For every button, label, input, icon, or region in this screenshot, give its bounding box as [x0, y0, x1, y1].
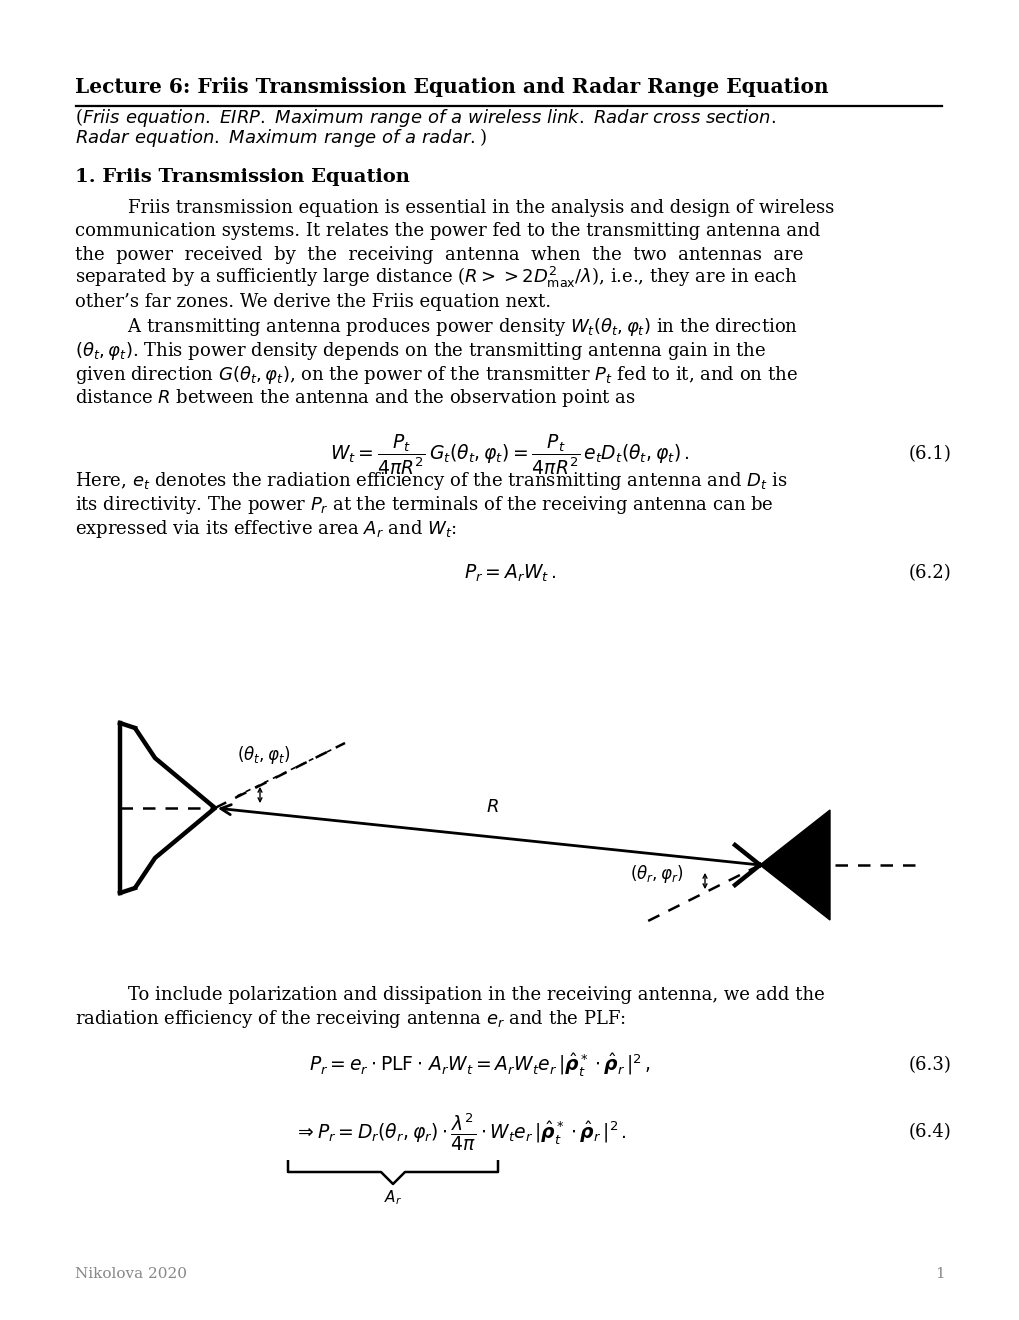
Text: expressed via its effective area $A_r$ and $W_t$:: expressed via its effective area $A_r$ a… — [75, 517, 457, 540]
Text: (6.4): (6.4) — [908, 1123, 951, 1140]
Polygon shape — [759, 810, 829, 920]
Text: ($\it{Friis\ equation.\ EIRP.\ Maximum\ range\ of\ a\ wireless\ link.\ Radar\ cr: ($\it{Friis\ equation.\ EIRP.\ Maximum\ … — [75, 106, 775, 129]
Text: separated by a sufficiently large distance ($R >> 2D^2_{\rm max} / \lambda$), i.: separated by a sufficiently large distan… — [75, 265, 797, 290]
Text: 1. Friis Transmission Equation: 1. Friis Transmission Equation — [75, 168, 410, 186]
Text: $(\theta_t,\varphi_t)$. This power density depends on the transmitting antenna g: $(\theta_t,\varphi_t)$. This power densi… — [75, 341, 765, 362]
Text: $A_r$: $A_r$ — [383, 1188, 401, 1206]
Text: 1: 1 — [934, 1267, 944, 1280]
Text: its directivity. The power $P_r$ at the terminals of the receiving antenna can b: its directivity. The power $P_r$ at the … — [75, 494, 773, 516]
Text: other’s far zones. We derive the Friis equation next.: other’s far zones. We derive the Friis e… — [75, 293, 550, 312]
Text: Lecture 6: Friis Transmission Equation and Radar Range Equation: Lecture 6: Friis Transmission Equation a… — [75, 77, 827, 96]
Text: Nikolova 2020: Nikolova 2020 — [75, 1267, 186, 1280]
Text: $(\theta_r,\varphi_r)$: $(\theta_r,\varphi_r)$ — [630, 863, 683, 884]
Text: $\it{Radar\ equation.\ Maximum\ range\ of\ a\ radar.}$): $\it{Radar\ equation.\ Maximum\ range\ o… — [75, 125, 486, 149]
Text: (6.1): (6.1) — [908, 446, 951, 463]
Text: (6.2): (6.2) — [908, 564, 951, 582]
Text: $W_t = \dfrac{P_t}{4\pi R^2}\,G_t(\theta_t,\varphi_t) = \dfrac{P_t}{4\pi R^2}\,e: $W_t = \dfrac{P_t}{4\pi R^2}\,G_t(\theta… — [330, 432, 689, 477]
Text: the  power  received  by  the  receiving  antenna  when  the  two  antennas  are: the power received by the receiving ante… — [75, 246, 803, 264]
Text: communication systems. It relates the power fed to the transmitting antenna and: communication systems. It relates the po… — [75, 223, 819, 240]
Text: Here, $e_t$ denotes the radiation efficiency of the transmitting antenna and $D_: Here, $e_t$ denotes the radiation effici… — [75, 470, 787, 492]
Text: $(\theta_t,\varphi_t)$: $(\theta_t,\varphi_t)$ — [236, 744, 290, 766]
Text: (6.3): (6.3) — [908, 1056, 951, 1074]
Text: $P_r = e_r \cdot \mathrm{PLF}\cdot\, A_r W_t = A_r W_t e_r\, |\hat{\boldsymbol{\: $P_r = e_r \cdot \mathrm{PLF}\cdot\, A_r… — [309, 1051, 650, 1078]
Text: distance $R$ between the antenna and the observation point as: distance $R$ between the antenna and the… — [75, 387, 635, 409]
Text: To include polarization and dissipation in the receiving antenna, we add the: To include polarization and dissipation … — [105, 986, 824, 1005]
Text: Friis transmission equation is essential in the analysis and design of wireless: Friis transmission equation is essential… — [105, 199, 834, 216]
Text: radiation efficiency of the receiving antenna $e_r$ and the PLF:: radiation efficiency of the receiving an… — [75, 1007, 626, 1030]
Text: A transmitting antenna produces power density $W_t(\theta_t,\varphi_t)$ in the d: A transmitting antenna produces power de… — [105, 317, 797, 338]
Text: given direction $G(\theta_t,\varphi_t)$, on the power of the transmitter $P_t$ f: given direction $G(\theta_t,\varphi_t)$,… — [75, 363, 797, 385]
Text: $\Rightarrow P_r = D_r(\theta_r,\varphi_r)\cdot\dfrac{\lambda^2}{4\pi}\cdot W_t : $\Rightarrow P_r = D_r(\theta_r,\varphi_… — [293, 1111, 626, 1152]
Text: $P_r = A_r W_t\,.$: $P_r = A_r W_t\,.$ — [464, 562, 555, 583]
Text: $R$: $R$ — [486, 799, 498, 817]
